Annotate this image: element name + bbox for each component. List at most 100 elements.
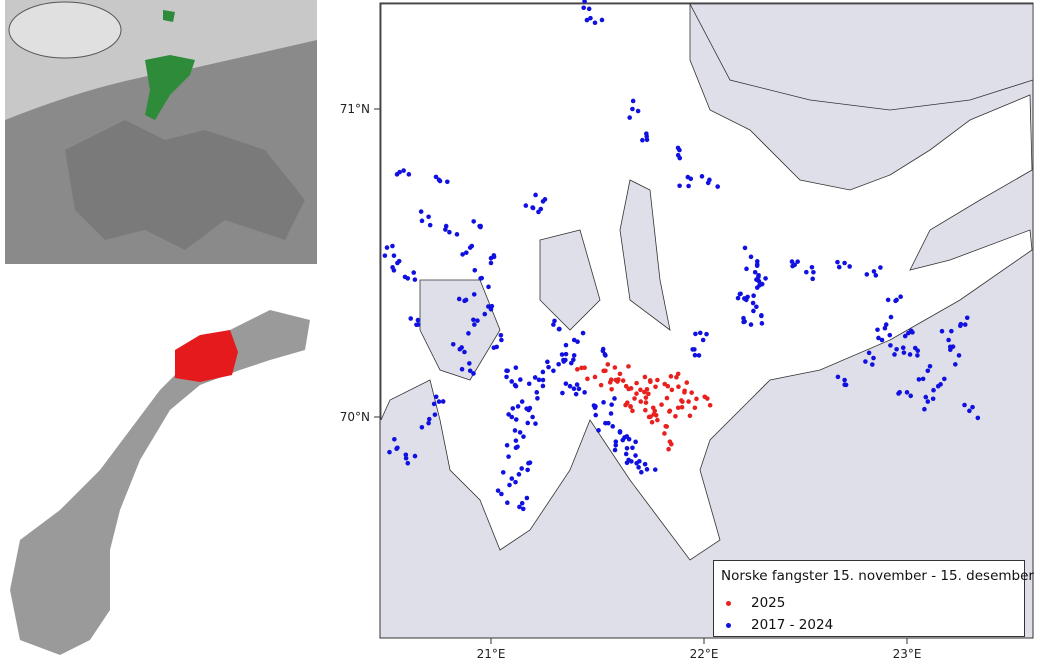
- catch-point-2025: [689, 390, 694, 395]
- catch-point-2017-2024: [635, 108, 641, 114]
- catch-point-2017-2024: [878, 265, 883, 270]
- catch-point-2017-2024: [588, 15, 593, 21]
- catch-point-2017-2024: [563, 381, 569, 386]
- catch-point-2017-2024: [864, 272, 870, 277]
- catch-point-2025: [612, 365, 618, 370]
- catch-point-2017-2024: [630, 98, 636, 104]
- blue-dot-icon: [726, 622, 731, 628]
- catch-point-2017-2024: [573, 391, 579, 397]
- catch-point-2017-2024: [466, 331, 471, 336]
- catch-point-2017-2024: [892, 352, 897, 357]
- catch-point-2017-2024: [408, 316, 414, 321]
- catch-point-2017-2024: [486, 304, 491, 309]
- catch-point-2017-2024: [533, 192, 538, 198]
- catch-point-2017-2024: [930, 396, 936, 402]
- catch-point-2017-2024: [893, 298, 898, 304]
- catch-point-2017-2024: [644, 137, 650, 143]
- catch-point-2017-2024: [582, 390, 587, 395]
- catch-point-2017-2024: [586, 6, 592, 12]
- catch-point-2017-2024: [574, 382, 580, 387]
- catch-point-2017-2024: [613, 439, 619, 444]
- catch-point-2025: [673, 413, 678, 419]
- catch-point-2025: [632, 396, 637, 401]
- map-legend: Norske fangster 15. november - 15. desem…: [713, 560, 1034, 637]
- catch-point-2025: [634, 391, 639, 396]
- catch-point-2017-2024: [596, 428, 601, 433]
- catch-point-2017-2024: [394, 172, 400, 177]
- catch-point-2017-2024: [810, 276, 815, 282]
- catch-point-2017-2024: [894, 346, 899, 352]
- catch-point-2017-2024: [412, 277, 418, 282]
- red-dot-icon: [726, 600, 731, 606]
- catch-point-2017-2024: [498, 332, 504, 338]
- legend-item-2017-2024: 2017 - 2024: [726, 617, 833, 633]
- catch-point-2025: [620, 378, 626, 383]
- catch-point-2017-2024: [652, 467, 658, 472]
- catch-point-2017-2024: [705, 180, 711, 186]
- catch-point-2017-2024: [475, 318, 480, 323]
- catch-point-2017-2024: [382, 253, 388, 258]
- catch-point-2017-2024: [504, 374, 509, 380]
- catch-point-2017-2024: [436, 399, 442, 404]
- catch-point-2017-2024: [835, 374, 841, 380]
- catch-point-2017-2024: [752, 269, 758, 275]
- catch-point-2017-2024: [394, 446, 399, 452]
- catch-point-2017-2024: [443, 223, 449, 229]
- catch-point-2017-2024: [742, 245, 748, 251]
- catch-point-2017-2024: [556, 361, 561, 367]
- catch-point-2017-2024: [925, 368, 931, 374]
- catch-point-2017-2024: [513, 417, 519, 422]
- catch-point-2017-2024: [675, 145, 681, 151]
- catch-point-2017-2024: [489, 303, 495, 309]
- catch-point-2017-2024: [592, 20, 598, 26]
- catch-point-2017-2024: [456, 296, 462, 302]
- catch-point-2017-2024: [613, 442, 619, 448]
- catch-point-2025: [667, 409, 672, 414]
- catch-point-2017-2024: [563, 342, 569, 348]
- catch-point-2017-2024: [898, 294, 903, 300]
- catch-point-2025: [659, 402, 664, 407]
- catch-point-2017-2024: [751, 308, 756, 314]
- catch-point-2017-2024: [636, 465, 641, 470]
- catch-point-2017-2024: [471, 371, 476, 376]
- catch-point-2025: [605, 362, 611, 367]
- catch-point-2017-2024: [688, 176, 694, 182]
- catch-point-2017-2024: [630, 445, 635, 451]
- catch-point-2017-2024: [745, 294, 750, 300]
- catch-point-2025: [674, 374, 679, 380]
- catch-point-2017-2024: [513, 438, 519, 443]
- lon-label-21: 21°E: [477, 647, 506, 661]
- catch-point-2017-2024: [575, 339, 580, 345]
- catch-point-2017-2024: [396, 258, 402, 264]
- catch-point-2017-2024: [538, 206, 544, 212]
- catch-point-2017-2024: [462, 349, 467, 355]
- catch-point-2017-2024: [677, 155, 683, 161]
- catch-point-2025: [592, 374, 598, 380]
- catch-point-2017-2024: [440, 399, 446, 404]
- catch-point-2017-2024: [403, 455, 409, 461]
- catch-point-2017-2024: [472, 322, 477, 327]
- legend-item-2025: 2025: [726, 595, 785, 611]
- catch-point-2017-2024: [627, 115, 632, 120]
- catch-point-2017-2024: [958, 321, 964, 327]
- catch-point-2017-2024: [804, 269, 809, 275]
- catch-point-2017-2024: [836, 264, 842, 270]
- catch-point-2017-2024: [512, 428, 518, 433]
- lat-label-71: 71°N: [340, 102, 370, 116]
- catch-point-2025: [665, 383, 671, 389]
- catch-point-2017-2024: [907, 352, 913, 357]
- catch-point-2017-2024: [499, 337, 504, 343]
- catch-point-2017-2024: [532, 375, 538, 380]
- europe-locator-map: [5, 0, 317, 264]
- catch-point-2017-2024: [387, 449, 392, 455]
- catch-point-2017-2024: [763, 276, 768, 281]
- catch-point-2017-2024: [699, 174, 705, 179]
- catch-point-2025: [624, 400, 630, 405]
- catch-point-2017-2024: [896, 391, 901, 396]
- catch-point-2017-2024: [633, 439, 638, 445]
- catch-point-2017-2024: [516, 472, 522, 477]
- catch-point-2017-2024: [460, 252, 465, 257]
- catch-point-2017-2024: [530, 414, 535, 420]
- catch-point-2017-2024: [599, 17, 605, 23]
- catch-point-2017-2024: [748, 254, 754, 260]
